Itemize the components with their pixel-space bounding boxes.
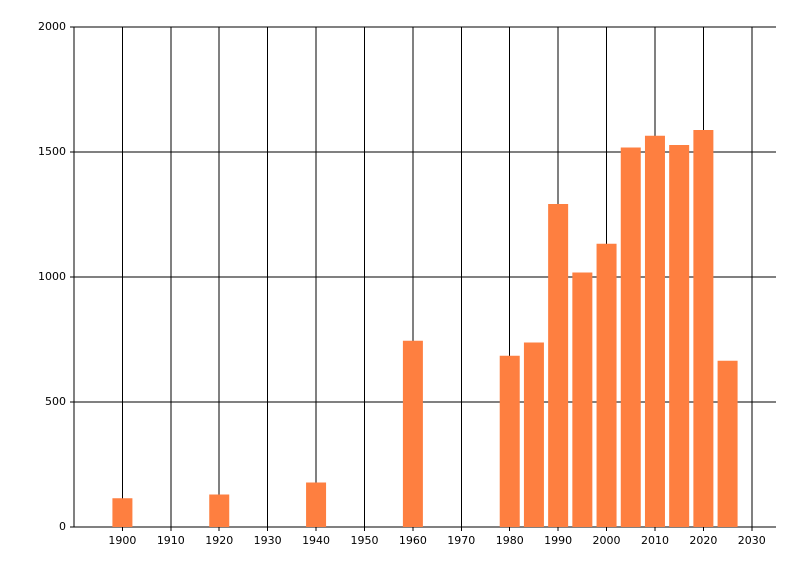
x-tick-label: 1960: [399, 534, 427, 547]
bar: [548, 204, 569, 527]
x-tick-label: 2000: [593, 534, 621, 547]
x-tick-label: 1920: [205, 534, 233, 547]
bar: [112, 498, 133, 527]
x-tick-label: 2010: [641, 534, 669, 547]
x-tick-label: 1950: [350, 534, 378, 547]
bar: [572, 272, 593, 527]
y-tick-label: 500: [45, 395, 66, 408]
x-tick-label: 2020: [689, 534, 717, 547]
x-tick-label: 1990: [544, 534, 572, 547]
x-tick-label: 1930: [254, 534, 282, 547]
bar: [717, 360, 738, 527]
y-tick-label: 1000: [38, 270, 66, 283]
bar: [523, 342, 544, 527]
y-tick-label: 2000: [38, 20, 66, 33]
bar: [693, 130, 714, 527]
x-tick-label: 1940: [302, 534, 330, 547]
x-tick-label: 1970: [447, 534, 475, 547]
y-tick-label: 0: [59, 520, 66, 533]
x-tick-label: 1910: [157, 534, 185, 547]
x-tick-label: 1980: [496, 534, 524, 547]
bar: [620, 147, 641, 527]
bar: [596, 243, 617, 527]
bar: [499, 355, 520, 527]
y-tick-label: 1500: [38, 145, 66, 158]
bar: [644, 135, 665, 527]
x-tick-label: 1900: [108, 534, 136, 547]
bar: [669, 145, 690, 527]
bar: [306, 482, 327, 527]
bar: [402, 340, 423, 527]
bar: [209, 494, 230, 527]
x-tick-label: 2030: [738, 534, 766, 547]
